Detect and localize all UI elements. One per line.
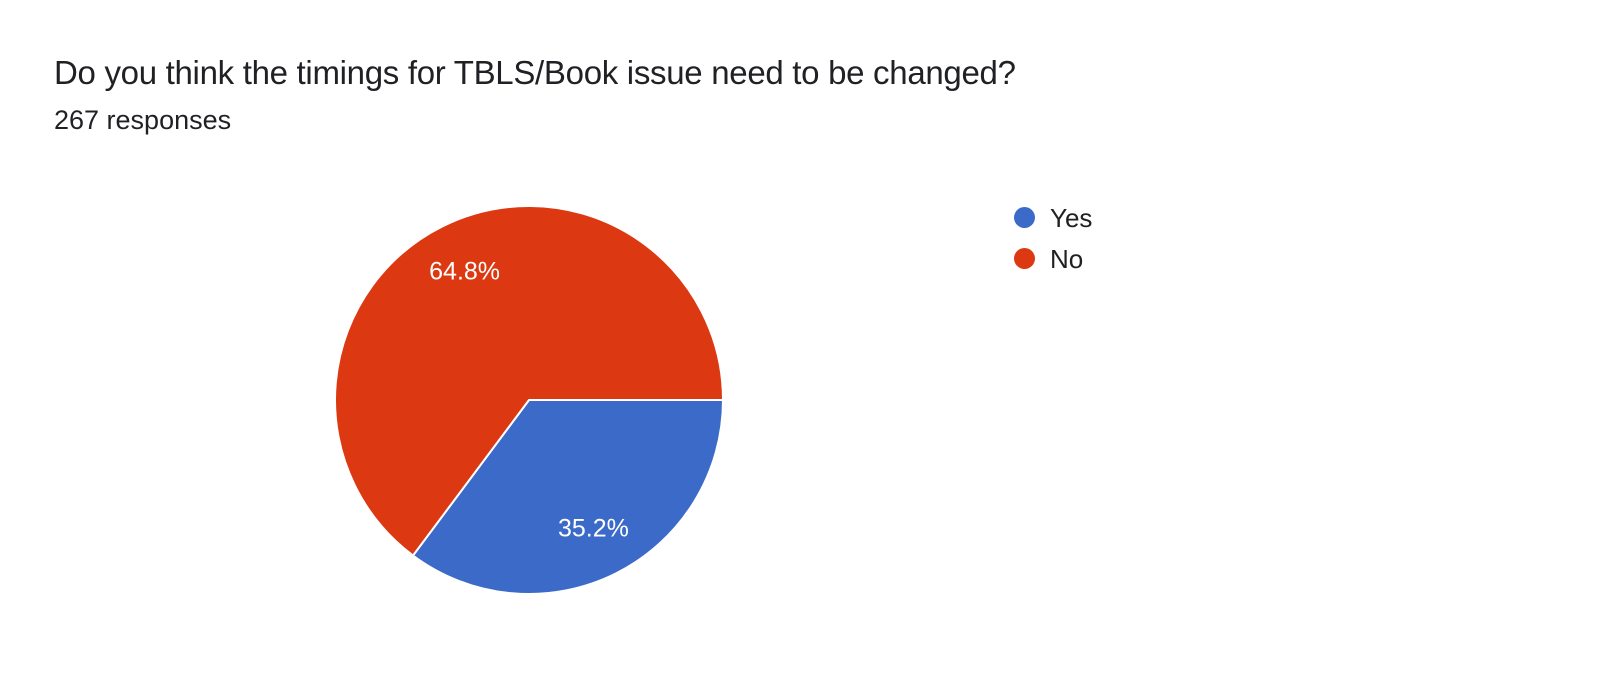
legend-swatch-yes-icon bbox=[1014, 207, 1035, 228]
chart-legend: Yes No bbox=[1014, 204, 1092, 272]
question-title: Do you think the timings for TBLS/Book i… bbox=[54, 54, 1016, 91]
pie-slice-percent-label-yes: 35.2% bbox=[558, 514, 629, 542]
pie-slice-yes[interactable] bbox=[412, 399, 724, 595]
pie-slice-percent-label-no: 64.8% bbox=[429, 258, 500, 286]
legend-swatch-no-icon bbox=[1014, 248, 1035, 269]
pie-chart: 35.2% 64.8% bbox=[334, 205, 724, 595]
legend-item-yes: Yes bbox=[1014, 204, 1092, 231]
responses-count: 267 responses bbox=[54, 105, 232, 135]
legend-label-yes: Yes bbox=[1050, 202, 1093, 233]
legend-label-no: No bbox=[1050, 243, 1084, 274]
pie-slice-no[interactable] bbox=[334, 205, 724, 557]
legend-item-no: No bbox=[1014, 245, 1092, 272]
